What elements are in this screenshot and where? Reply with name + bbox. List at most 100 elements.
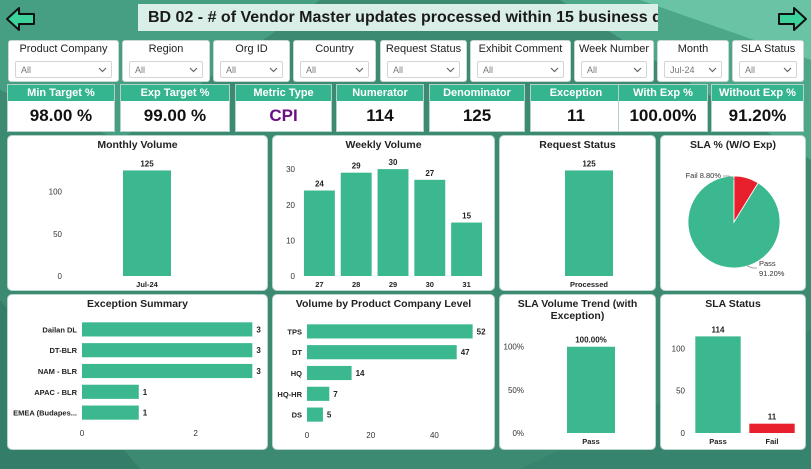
filter-label: Exhibit Comment [478,43,563,55]
filter-slicer: Request Status All [380,40,467,82]
bar [82,322,253,337]
y-category-label: DS [292,411,302,420]
bar [307,365,352,381]
bar-data-label: 7 [333,390,338,399]
x-tick-label: 30 [426,280,434,289]
x-tick-label: Pass [709,437,727,446]
filter-value: All [135,65,146,75]
kpi-card: Min Target % 98.00 % [7,84,115,132]
back-arrow-button[interactable] [6,6,36,32]
kpi-card: Denominator 125 [429,84,525,132]
y-category-label: APAC - BLR [34,388,77,397]
bar-data-label: 52 [477,327,486,336]
bar-data-label: 15 [462,212,471,221]
forward-arrow-button[interactable] [777,6,807,32]
panel-sla-status: SLA Status 0 50 100 114 Pass 11 Fail [660,294,806,450]
bar-data-label: 24 [315,180,324,189]
y-tick-label: 0 [58,272,63,281]
y-tick-label: 100 [49,188,63,197]
kpi-label: Metric Type [236,85,331,101]
x-tick-label: 0 [80,429,85,438]
y-tick-label: 100 [672,344,686,353]
filter-slicer: Exhibit Comment All [470,40,571,82]
panel-product-company: Volume by Product Company Level TPS 52 DT 4… [272,294,495,450]
bar [565,170,613,276]
filter-slicer: SLA Status All [732,40,804,82]
bar [123,170,171,276]
chevron-down-icon [355,67,364,73]
filter-dropdown[interactable]: All [581,61,647,78]
request-status-chart: 125 Processed [565,159,613,289]
filter-value: All [21,65,32,75]
pie-slice [733,175,759,224]
chart-title: Volume by Product Company Level [295,298,472,310]
bar [307,407,323,422]
y-category-label: Dailan DL [42,325,77,334]
x-tick-label: 0 [305,431,310,440]
bar-data-label: 30 [389,158,398,167]
bar-data-label: 47 [461,348,470,357]
bar-data-label: 100.00% [575,336,607,345]
y-tick-label: 50% [508,386,524,395]
filter-dropdown[interactable]: All [477,61,564,78]
bar-data-label: 29 [352,162,361,171]
weekly-volume-chart: 0 10 20 30 24 27 29 28 30 29 27 30 15 31 [286,158,483,289]
x-tick-label: Fail [766,437,779,446]
filter-value: All [306,65,317,75]
bar-data-label: 125 [140,159,154,168]
kpi-value: 114 [366,106,394,125]
chevron-down-icon [98,67,107,73]
filter-dropdown[interactable]: All [300,61,369,78]
x-tick-label: 28 [352,280,360,289]
bar-data-label: 5 [327,411,332,420]
y-tick-label: 10 [286,236,295,245]
filter-label: Product Company [19,43,108,55]
bar-data-label: 1 [143,388,148,397]
filter-label: SLA Status [740,43,796,55]
filter-value: All [226,65,237,75]
kpi-label: Denominator [430,85,524,101]
filter-dropdown[interactable]: All [129,61,203,78]
chevron-down-icon [189,67,198,73]
pie-label: Fail 8.80% [686,171,722,180]
sla-trend-chart: 0% 50% 100% 100.00% Pass [504,336,615,446]
filter-dropdown[interactable]: All [15,61,112,78]
y-tick-label: 50 [53,230,62,239]
kpi-value: 99.00 % [143,106,207,125]
bar [82,363,253,379]
chevron-down-icon [708,67,717,73]
y-category-label: TPS [287,327,302,336]
kpi-value: 100.00% [629,106,697,125]
bar-data-label: 3 [256,325,261,334]
bar [340,172,372,276]
kpi-label: Exception [531,85,621,101]
filter-value: All [393,65,404,75]
bar [307,386,330,401]
bar-data-label: 3 [256,346,261,355]
y-category-label: NAM - BLR [38,367,78,376]
monthly-volume-chart: 0 50 100 125 Jul-24 [49,159,171,289]
pie-label: Pass [759,259,776,268]
bar [414,179,446,276]
forward-arrow-icon [778,7,807,31]
filter-dropdown[interactable]: Jul-24 [664,61,722,78]
kpi-value: 98.00 % [29,106,93,125]
filter-dropdown[interactable]: All [387,61,460,78]
kpi-value: 91.20% [728,106,787,125]
bar [451,222,483,276]
filter-dropdown[interactable]: All [220,61,283,78]
filter-slicer: Region All [122,40,210,82]
x-tick-label: 27 [315,280,323,289]
sla-status-chart: 0 50 100 114 Pass 11 Fail [672,325,795,446]
x-tick-label: Pass [582,437,600,446]
x-tick-label: 29 [389,280,397,289]
kpi-value: 11 [567,106,585,125]
filter-dropdown[interactable]: All [739,61,797,78]
kpi-label: Numerator [337,85,423,101]
filter-value: Jul-24 [670,65,695,75]
kpi-label: With Exp % [619,85,707,101]
panel-weekly-volume: Weekly Volume 0 10 20 30 24 27 29 28 30 29 27 30 15 3… [272,135,495,291]
x-tick-label: 31 [462,280,470,289]
x-tick-label: 2 [193,429,198,438]
bar [82,384,139,399]
